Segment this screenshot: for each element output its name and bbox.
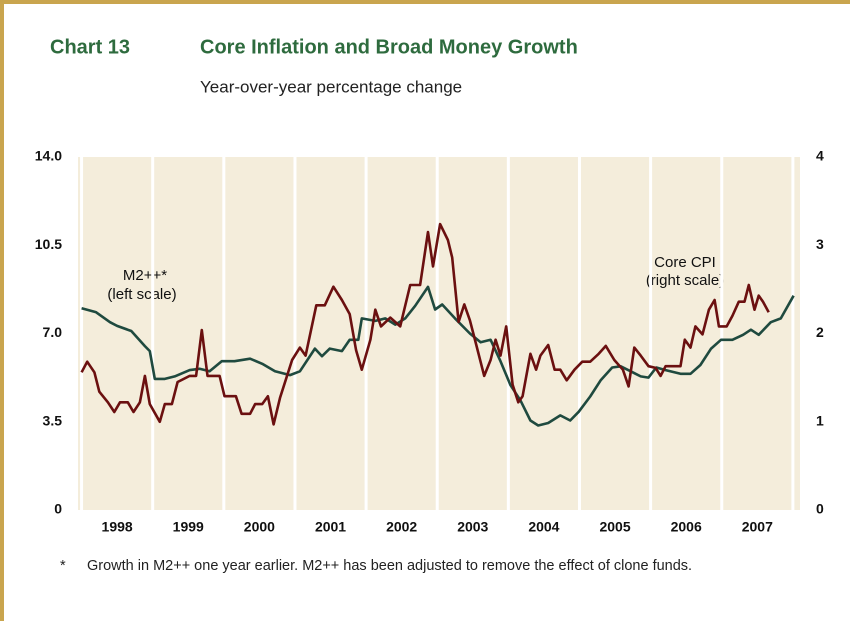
- x-tick-label: 2007: [742, 519, 773, 535]
- y-tick-label: 3.5: [43, 412, 63, 428]
- x-tick-label: 2001: [315, 519, 346, 535]
- x-tick-label: 2006: [671, 519, 702, 535]
- chart-number: Chart 13: [50, 36, 130, 58]
- chart-title: Core Inflation and Broad Money Growth: [200, 36, 578, 58]
- x-tick-label: 2002: [386, 519, 417, 535]
- x-tick-label: 1998: [102, 519, 133, 535]
- border-top: [0, 0, 850, 4]
- y2-tick-label: 2: [816, 324, 824, 340]
- y-tick-label: 10.5: [35, 236, 62, 252]
- series-line: [81, 285, 795, 427]
- y2-tick-label: 1: [816, 412, 824, 428]
- series-line: [80, 222, 770, 426]
- y-tick-label: 14.0: [35, 148, 62, 164]
- series-label: Core CPI: [654, 254, 716, 271]
- y2-tick-label: 3: [816, 236, 824, 252]
- y-tick-label: 7.0: [43, 324, 63, 340]
- y-tick-label: 0: [54, 501, 62, 517]
- y2-tick-label: 4: [816, 148, 824, 164]
- x-tick-label: 2003: [457, 519, 488, 535]
- chart-subtitle: Year-over-year percentage change: [200, 77, 462, 96]
- x-tick-label: 2005: [599, 519, 630, 535]
- x-tick-label: 1999: [173, 519, 204, 535]
- footnote-marker: *: [60, 558, 66, 574]
- x-tick-label: 2000: [244, 519, 275, 535]
- plot-background: [78, 157, 800, 510]
- border-left: [0, 0, 4, 621]
- x-tick-label: 2004: [528, 519, 559, 535]
- series-label: M2++*: [123, 267, 167, 284]
- y2-tick-label: 0: [816, 501, 824, 517]
- series-note: (left scale): [107, 286, 176, 303]
- footnote-text: Growth in M2++ one year earlier. M2++ ha…: [87, 558, 693, 574]
- series-note: (right scale): [646, 272, 724, 289]
